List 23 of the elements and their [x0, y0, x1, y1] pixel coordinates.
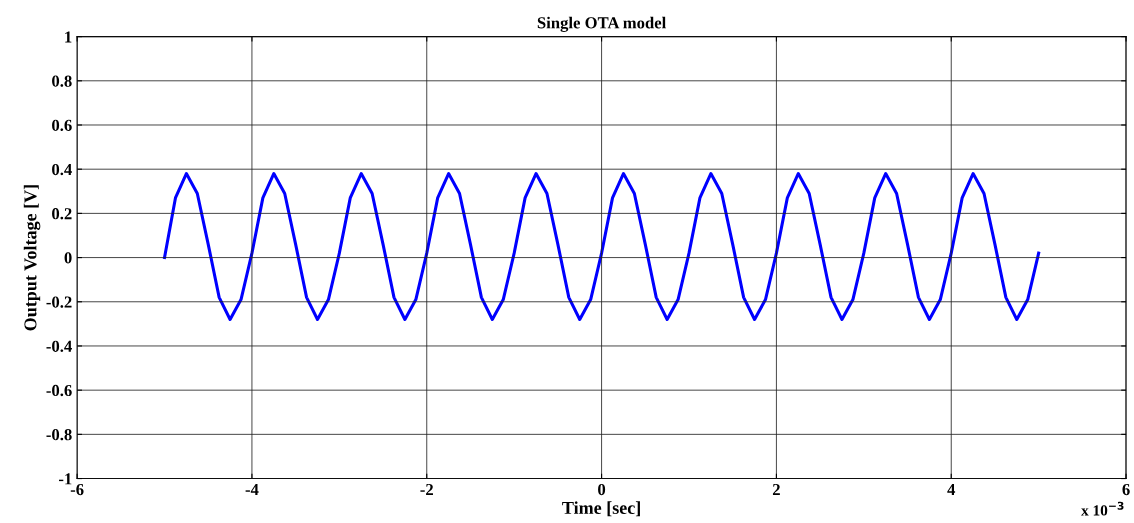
y-tick-label: -0.6 — [46, 384, 72, 397]
x-tick-label: -4 — [245, 484, 259, 495]
y-tick-label: 0.4 — [52, 163, 72, 176]
chart-title: Single OTA model — [537, 16, 666, 32]
y-tick-label: 0.2 — [52, 208, 72, 220]
y-tick-label: 1 — [65, 31, 72, 43]
y-axis-title: Output Voltage [V] — [23, 185, 41, 331]
y-tick-label: -0.2 — [46, 296, 72, 308]
y-tick-label: -0.8 — [46, 429, 72, 441]
x-tick-label: 4 — [947, 484, 956, 495]
x-tick-label: 2 — [772, 483, 780, 495]
x-tick-label: -2 — [420, 483, 433, 495]
x-tick-label: -6 — [70, 483, 84, 496]
line-series — [162, 172, 1041, 321]
x-tick-label: 6 — [1122, 483, 1130, 496]
x-axis-title: Time [sec] — [562, 501, 640, 517]
y-tick-label: 0.6 — [52, 119, 72, 132]
y-tick-label: 0.8 — [52, 75, 72, 87]
y-tick-label: 0 — [64, 252, 72, 264]
y-tick-label: -1 — [58, 473, 72, 485]
text: x 10$^{−3}$ — [1081, 501, 1124, 516]
y-tick-label: -0.4 — [46, 340, 72, 352]
x-tick-label: 0 — [598, 483, 606, 496]
